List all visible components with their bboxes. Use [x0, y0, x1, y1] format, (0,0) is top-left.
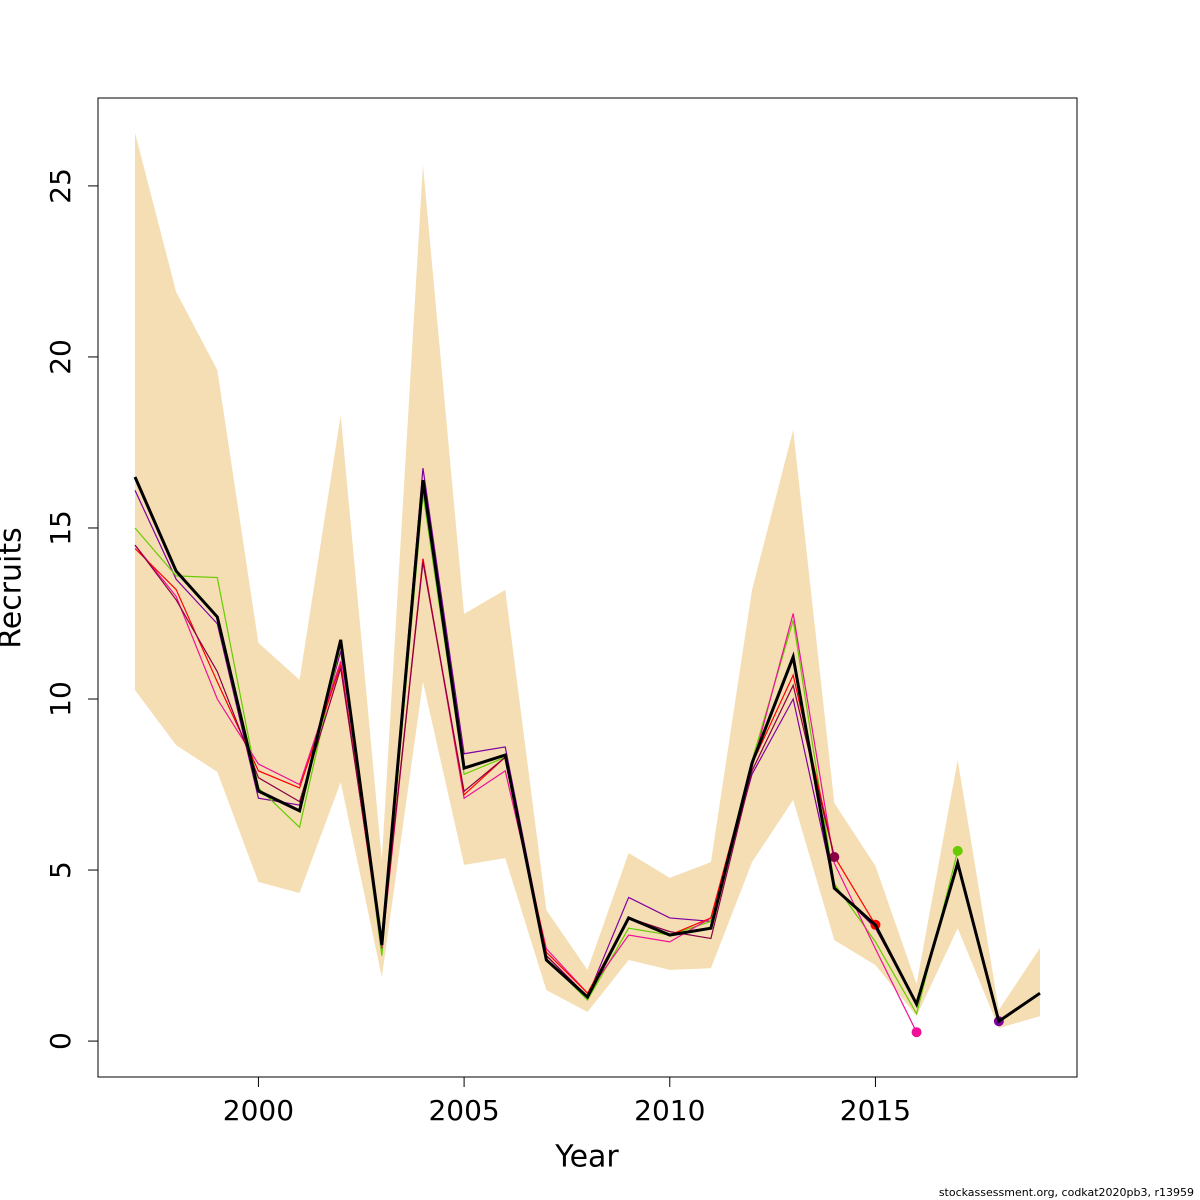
x-tick-label: 2005: [428, 1094, 499, 1127]
series-line: [133, 476, 1041, 1024]
x-tick-label: 2010: [634, 1094, 705, 1127]
x-tick-label: 2015: [840, 1094, 911, 1127]
y-tick-label: 0: [44, 1032, 77, 1050]
plot-frame: [97, 97, 1078, 1078]
confidence-band: [135, 132, 1040, 1029]
end-point: [952, 845, 963, 856]
end-point: [829, 852, 840, 863]
y-tick-label: 20: [44, 339, 77, 375]
y-tick-label: 15: [44, 510, 77, 546]
y-tick-label: 10: [44, 681, 77, 717]
x-tick-label: 2000: [223, 1094, 294, 1127]
x-axis-label: Year: [554, 1140, 619, 1175]
y-tick-label: 5: [44, 861, 77, 879]
y-axis-label: Recruits: [0, 527, 29, 649]
end-point: [911, 1027, 922, 1038]
y-tick-label: 25: [44, 168, 77, 204]
footer: stockassessment.org, codkat2020pb3, r139…: [939, 1186, 1194, 1199]
